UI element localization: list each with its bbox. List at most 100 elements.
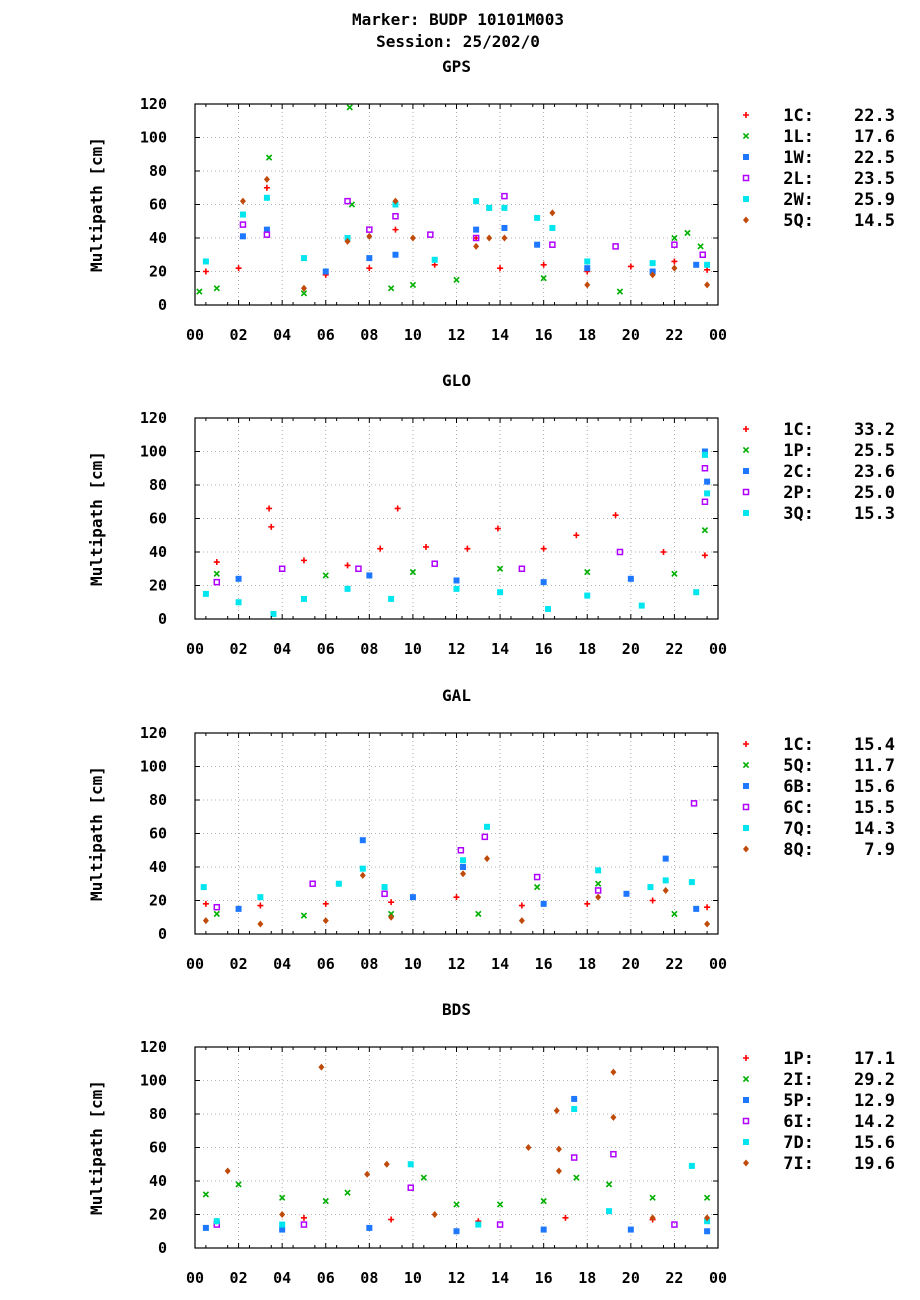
data-point <box>409 234 416 242</box>
axis-ticks <box>194 417 719 620</box>
series-2i-points <box>202 1174 711 1208</box>
data-point <box>381 884 388 891</box>
data-point <box>704 904 711 911</box>
legend-entry-1p: 1P: 17.1 <box>743 1049 895 1069</box>
legend-entry-6i: 6I: 14.2 <box>742 1112 895 1132</box>
data-point <box>494 525 501 532</box>
data-point <box>453 1228 460 1235</box>
data-point <box>610 1068 617 1076</box>
data-point <box>704 261 711 268</box>
x-tick-label: 12 <box>447 640 465 658</box>
legend-series-value: 22.3 <box>854 106 895 126</box>
data-point <box>616 548 624 556</box>
legend-entry-2i: 2I: 29.2 <box>742 1070 895 1090</box>
data-point <box>540 261 547 268</box>
data-point <box>257 920 264 928</box>
legend-series-name: 2P: <box>783 483 814 503</box>
legend-entry-1w: 1W: 22.5 <box>743 148 895 168</box>
series-2c-points <box>235 448 711 586</box>
data-point <box>263 194 270 201</box>
x-tick-label: 00 <box>709 1269 727 1287</box>
data-point <box>553 1107 560 1115</box>
data-point <box>481 833 489 841</box>
data-point <box>649 1194 656 1201</box>
legend-series-value: 15.6 <box>854 1133 895 1153</box>
data-point <box>431 261 438 268</box>
data-point <box>701 465 709 472</box>
chart-panel-bds: BDS 0 20 40 60 80 100 120 00 02 04 06 08 10 12 14 16 18 20… <box>87 1000 895 1287</box>
x-tick-label: 22 <box>665 1269 683 1287</box>
x-tick-label: 02 <box>230 1269 248 1287</box>
data-point <box>584 265 591 272</box>
data-point <box>594 880 602 887</box>
data-point <box>649 260 656 267</box>
data-point <box>409 568 417 576</box>
data-point <box>457 847 465 854</box>
data-point <box>239 211 246 218</box>
data-point <box>662 877 669 884</box>
legend-marker <box>742 488 750 496</box>
data-point <box>662 855 669 862</box>
y-tick-label: 0 <box>158 296 167 314</box>
data-point <box>309 880 316 887</box>
data-points <box>200 800 711 928</box>
data-point <box>555 1145 562 1153</box>
data-point <box>420 1174 427 1181</box>
data-point <box>300 595 307 602</box>
x-tick-label: 22 <box>665 326 683 344</box>
data-point <box>409 894 416 901</box>
x-tick-label: 12 <box>447 326 465 344</box>
data-point <box>594 887 602 894</box>
data-point <box>409 281 417 289</box>
y-tick-label: 120 <box>140 409 167 427</box>
legend-series-name: 6B: <box>783 777 814 797</box>
legend-series-value: 14.2 <box>854 1112 895 1132</box>
data-point <box>703 1194 711 1201</box>
data-point <box>377 545 384 552</box>
series-6b-points <box>235 837 700 912</box>
y-tick-label: 100 <box>140 443 167 461</box>
x-tick-label: 08 <box>360 955 378 973</box>
data-point <box>473 226 480 233</box>
x-tick-label: 10 <box>404 326 422 344</box>
legend-entry-7d: 7D: 15.6 <box>743 1133 895 1153</box>
legend-series-value: 11.7 <box>854 756 895 776</box>
series-2l-points <box>239 192 706 258</box>
data-point <box>533 873 541 881</box>
data-point <box>701 527 709 534</box>
legend-series-name: 2W: <box>783 190 814 210</box>
data-point <box>704 920 711 928</box>
x-tick-label: 00 <box>186 1269 204 1287</box>
legend-entry-5p: 5P: 12.9 <box>743 1091 895 1111</box>
data-point <box>344 562 351 569</box>
data-point <box>701 448 708 455</box>
y-tick-label: 80 <box>149 162 167 180</box>
chart-panel-gps: GPS 0 20 40 60 80 100 120 00 02 04 06 08 10 12 14 16 18 20… <box>87 57 895 344</box>
data-point <box>460 857 467 864</box>
legend: 1C: 22.3 1L: 17.6 1W: 22.5 2L: 23.5 2W: 25.9 5Q: 14… <box>742 106 895 231</box>
x-tick-label: 00 <box>709 955 727 973</box>
data-point <box>366 572 373 579</box>
data-point <box>359 871 366 879</box>
data-point <box>257 894 264 901</box>
data-point <box>344 1189 351 1196</box>
data-point <box>366 226 373 233</box>
data-point <box>300 1214 307 1221</box>
data-point <box>364 1170 371 1178</box>
data-point <box>549 241 556 248</box>
data-point <box>387 285 395 292</box>
legend-marker <box>742 446 750 454</box>
legend-series-value: 23.6 <box>854 462 895 482</box>
legend-entry-1c: 1C: 15.4 <box>743 735 895 755</box>
x-tick-label: 18 <box>578 955 596 973</box>
data-point <box>627 1226 634 1233</box>
x-tick-label: 06 <box>317 1269 335 1287</box>
legend-entry-6b: 6B: 15.6 <box>743 777 895 797</box>
y-tick-label: 60 <box>149 510 167 528</box>
y-tick-label: 80 <box>149 476 167 494</box>
data-point <box>213 1218 220 1225</box>
x-tick-label: 10 <box>404 955 422 973</box>
x-tick-label: 14 <box>491 955 509 973</box>
x-tick-label: 00 <box>186 326 204 344</box>
data-point <box>300 255 307 262</box>
